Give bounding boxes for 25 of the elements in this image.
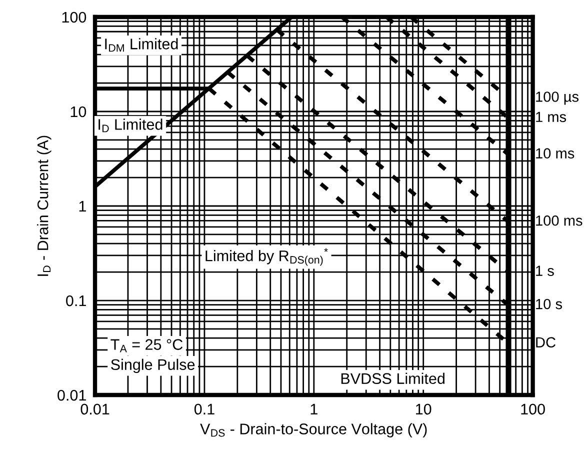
y-tick-label: 0.1 — [66, 295, 86, 306]
x-tick-label: 0.1 — [194, 404, 214, 415]
y-tick-label: 0.01 — [58, 390, 86, 401]
x-tick-label: 0.01 — [80, 404, 110, 415]
x-axis-title: V$_{DS}$ - Drain-to-Source Voltage (V) — [200, 423, 427, 438]
series-label: 100 µs — [536, 92, 579, 105]
series-label: 1 s — [536, 266, 554, 276]
series-label: 10 ms — [536, 148, 574, 158]
annotation: BVDSS Limited — [341, 372, 444, 384]
annotation: I$_{D}$ Limited — [98, 118, 162, 132]
x-tick-label: 1 — [310, 404, 318, 414]
y-tick-label: 100 — [62, 12, 86, 23]
series-label: 10 s — [536, 298, 562, 310]
annotation: Single Pulse — [111, 358, 195, 374]
series-label: DC — [536, 337, 556, 348]
annotation: T$_{A}$ = 25 °C — [110, 339, 183, 352]
annotation: Limited by R$_{DS(on)}$$^{*}$ — [206, 248, 328, 266]
x-tick-label: 10 — [416, 404, 432, 415]
y-axis-title: I$_{D}$ - Drain Current (A) — [37, 136, 52, 276]
x-tick-label: 100 — [521, 404, 545, 415]
y-tick-label: 10 — [70, 106, 86, 118]
y-tick-label: 1 — [79, 201, 86, 212]
annotation: I$_{DM}$ Limited — [105, 38, 178, 52]
series-label: 100 ms — [536, 215, 582, 226]
series-label: 1 ms — [536, 112, 566, 122]
